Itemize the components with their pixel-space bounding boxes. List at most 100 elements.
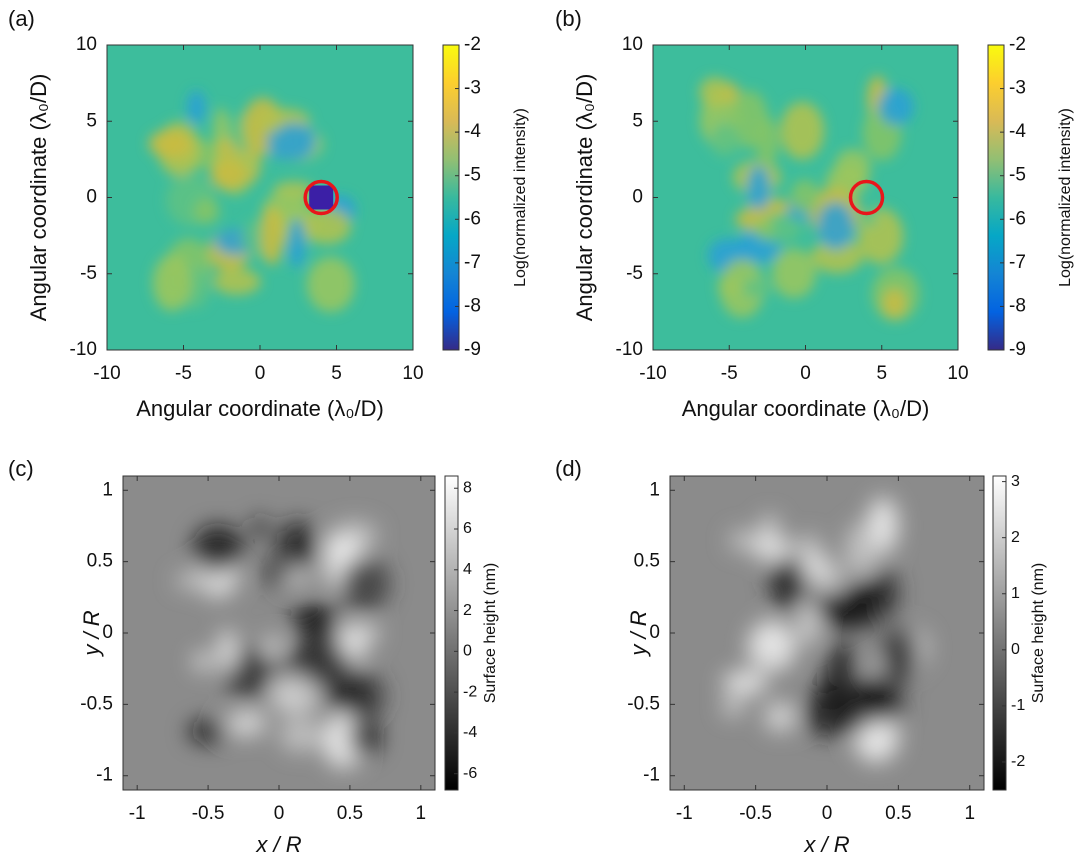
colorbar-tick-label: 1 [1011,585,1020,602]
x-tick-label: 0.5 [885,803,911,824]
colorbar-tick-label: 0 [1011,641,1020,658]
y-tick-label: 1 [102,479,113,500]
colorbar-tick-label: -9 [464,339,481,360]
heatmap-feature [844,522,879,577]
colorbar-tick-label: -6 [1009,208,1026,229]
colorbar-label: Surface height (nm) [1030,563,1047,704]
heatmap-feature [882,288,906,318]
heatmap-feature [877,88,914,126]
y-tick-label: -5 [626,263,643,284]
heatmap-feature [699,77,731,107]
colorbar-tick-label: 3 [1011,473,1020,490]
y-tick-label: 5 [632,110,643,131]
heatmap-feature [186,90,206,125]
colorbar-tick-label: -2 [1011,753,1025,770]
x-tick-label: -5 [175,363,192,384]
heatmap-feature [774,563,795,617]
heatmap-feature [261,637,285,655]
y-tick-label: -0.5 [80,693,113,714]
y-tick-label: 0.5 [87,551,113,572]
heatmap-feature [302,208,351,245]
heatmap-feature [210,158,248,191]
heatmap-feature [251,516,268,539]
y-tick-label: 1 [649,479,660,500]
heatmap-feature [748,620,796,673]
x-axis-label: x / R [803,832,849,857]
heatmap-feature [276,520,318,570]
heatmap-feature [752,219,775,239]
heatmap-feature [722,697,744,716]
colorbar-tick-label: -4 [463,724,477,741]
heatmap-feature [212,268,261,295]
heatmap-feature [746,165,771,212]
colorbar-tick-label: -4 [1009,121,1026,142]
panel-label: (d) [555,456,582,481]
x-tick-label: 5 [876,363,887,384]
y-tick-label: 10 [76,34,97,55]
heatmap-feature [811,596,834,615]
x-tick-label: 0 [822,803,833,824]
x-tick-label: 0 [800,363,811,384]
heatmap-feature [827,641,855,685]
heatmap-feature [193,525,244,573]
y-tick-label: -10 [70,339,97,360]
x-tick-label: 1 [964,803,975,824]
colorbar-tick-label: -1 [1011,697,1025,714]
x-tick-label: -1 [129,803,146,824]
y-axis-label: y / R [626,610,651,657]
x-tick-label: -5 [721,363,738,384]
y-tick-label: 0 [649,622,660,643]
colorbar-tick-label: -3 [1009,78,1026,99]
colorbar-tick-label: -2 [463,683,477,700]
heatmap-feature [348,718,381,757]
heatmap-feature [771,248,816,299]
colorbar-tick-label: -2 [464,34,481,55]
heatmap-feature [193,652,212,671]
heatmap-feature [218,629,237,673]
heatmap-feature [339,556,390,612]
heatmap-feature [753,537,791,561]
heatmap-feature [881,626,920,675]
heatmap-feature [270,673,321,715]
colorbar-tick-label: 0 [463,643,472,660]
heatmap-feature [187,720,230,744]
heatmap-feature [722,671,768,695]
colorbar-tick-label: -7 [1009,252,1026,273]
colorbar-tick-label: -6 [464,208,481,229]
heatmap-features [722,497,929,763]
y-axis-label: Angular coordinate (λ₀/D) [572,74,597,322]
heatmap-feature [260,206,284,266]
target-marker [848,179,885,216]
colorbar-tick-label: 2 [463,602,472,619]
heatmap-feature [148,129,192,158]
colorbar-label: Surface height (nm) [482,563,499,704]
heatmap-feature [152,254,192,312]
y-tick-label: -1 [96,765,113,786]
heatmap-feature [760,515,779,542]
heatmap-background [123,476,435,790]
heatmap-feature [817,201,854,250]
colorbar-tick-label: -6 [463,765,477,782]
x-tick-label: 5 [331,363,342,384]
heatmap-feature [296,626,341,685]
y-tick-label: 10 [622,34,643,55]
colorbar-tick-label: -4 [464,121,481,142]
colorbar-tick-label: -9 [1009,339,1026,360]
heatmap-feature [225,669,269,692]
x-tick-label: 10 [402,363,423,384]
heatmap-image [107,45,413,350]
heatmap-background [670,476,984,790]
x-axis-label: Angular coordinate (λ₀/D) [136,396,384,421]
heatmap-feature [264,557,286,589]
colorbar-tick-label: 6 [463,520,472,537]
colorbar [442,44,460,351]
panel-label: (c) [8,456,34,481]
heatmap-feature [741,278,773,299]
y-axis-label: y / R [79,610,104,657]
y-tick-label: -10 [616,339,643,360]
x-tick-label: 0.5 [337,803,363,824]
heatmap-feature [834,148,871,188]
heatmap-feature [710,122,741,158]
heatmap-feature [219,714,267,737]
